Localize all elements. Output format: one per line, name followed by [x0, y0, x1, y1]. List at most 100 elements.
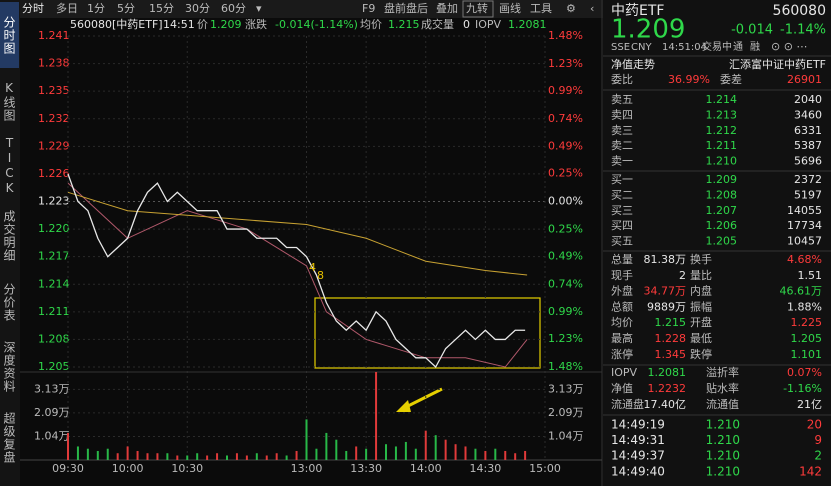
- stat-label: 最低: [690, 332, 712, 345]
- stat-value: 46.61万: [780, 285, 823, 298]
- stat-label: 总额: [611, 299, 633, 313]
- stat-value: 17.40亿: [644, 398, 687, 411]
- y-tick-label: 1.226: [38, 167, 70, 180]
- side-tab[interactable]: TICK: [2, 136, 17, 196]
- panel-tab[interactable]: 汇添富中证中药ETF: [729, 57, 826, 71]
- timeframe-tab[interactable]: 30分: [185, 2, 210, 15]
- volume-bar: [365, 448, 368, 460]
- ratio-value: 26901: [787, 73, 822, 86]
- volume-bar: [484, 450, 487, 460]
- side-tab[interactable]: 分价表: [2, 282, 16, 322]
- pin-icon[interactable]: ⊙ ⊙ ⋯: [771, 40, 807, 53]
- highlight-box: [314, 297, 541, 369]
- book-price: 1.211: [706, 139, 738, 152]
- book-volume: 6331: [794, 124, 822, 137]
- volume-bar: [245, 455, 248, 460]
- book-price: 1.214: [706, 93, 738, 106]
- x-tick-label: 15:00: [529, 462, 561, 475]
- stat-label: 外盘: [611, 284, 633, 298]
- trade-time: 14:49:40: [611, 464, 665, 478]
- stat-label: 溢折率: [706, 365, 739, 379]
- volume-bar: [136, 450, 139, 460]
- chart-info: 1.209: [210, 18, 242, 31]
- x-tick-label: 10:30: [171, 462, 203, 475]
- left-tab-bg: [0, 0, 20, 486]
- price-line: [67, 191, 528, 276]
- volume-bar: [524, 450, 527, 460]
- chart-info: 560080[中药ETF]: [70, 18, 163, 31]
- stat-value: 1.88%: [787, 300, 822, 313]
- settings-icon[interactable]: ⚙: [566, 2, 576, 15]
- stat-value: 1.205: [791, 332, 823, 345]
- chart-info: 均价: [360, 18, 382, 31]
- y2-tick-label: 1.23%: [548, 332, 583, 345]
- book-label: 买二: [611, 188, 633, 201]
- trade-price: 1.210: [706, 418, 740, 432]
- side-tab[interactable]: K线图: [2, 80, 16, 122]
- volume-bar: [275, 453, 278, 460]
- stat-value: 34.77万: [644, 285, 687, 298]
- y2-tick-label: 0.74%: [548, 277, 583, 290]
- timeframe-tab[interactable]: 1分: [87, 2, 105, 15]
- book-price: 1.205: [706, 235, 738, 248]
- timeframe-tab[interactable]: 60分: [221, 2, 246, 15]
- book-price: 1.213: [706, 108, 738, 121]
- volume-bar: [444, 439, 447, 460]
- y2-tick-label: 1.48%: [548, 360, 583, 373]
- volume-bar: [404, 441, 407, 460]
- stat-value: 4.68%: [787, 253, 822, 266]
- side-tab[interactable]: 成交明细: [2, 210, 16, 262]
- book-volume: 17734: [787, 219, 822, 232]
- side-tab[interactable]: 超级复盘: [2, 412, 16, 464]
- timeframe-tab[interactable]: 15分: [149, 2, 174, 15]
- stat-label: 最高: [611, 331, 633, 345]
- book-volume: 2040: [794, 93, 822, 106]
- book-volume: 2372: [794, 173, 822, 186]
- book-price: 1.210: [706, 155, 738, 168]
- chart-info: -0.014(-1.14%): [275, 18, 358, 31]
- trade-volume: 9: [814, 433, 822, 447]
- trade-volume: 2: [814, 449, 822, 463]
- volume-bar: [96, 450, 99, 460]
- tool-button[interactable]: 工具: [530, 2, 552, 15]
- y-tick-label: 1.217: [38, 250, 70, 263]
- panel-tab[interactable]: 净值走势: [611, 57, 655, 71]
- stat-label: 换手: [690, 252, 712, 266]
- tool-button[interactable]: F9: [362, 2, 375, 15]
- price-change: -0.014: [731, 23, 773, 38]
- y2-tick-label: 0.00%: [548, 195, 583, 208]
- volume-bar: [126, 446, 129, 460]
- y-tick-label: 1.211: [38, 305, 70, 318]
- collapse-icon[interactable]: ‹: [590, 2, 594, 15]
- book-label: 卖一: [611, 155, 633, 168]
- tool-button[interactable]: 叠加: [436, 2, 458, 15]
- tool-button[interactable]: 盘前盘后: [384, 1, 428, 15]
- trade-price: 1.210: [706, 433, 740, 447]
- stat-label: IOPV: [611, 366, 638, 379]
- tool-button[interactable]: 画线: [499, 1, 521, 15]
- timeframe-tab[interactable]: 5分: [117, 2, 135, 15]
- y-tick-label: 1.229: [38, 139, 70, 152]
- volume-bar: [176, 455, 179, 460]
- chart-info: 0: [463, 18, 470, 31]
- stat-label: 总量: [611, 252, 633, 266]
- book-volume: 14055: [787, 204, 822, 217]
- y-tick-label: 1.232: [38, 112, 70, 125]
- tool-button[interactable]: 九转: [466, 1, 488, 15]
- stat-value: 2: [679, 269, 686, 282]
- side-tab[interactable]: 分时图: [0, 2, 19, 68]
- stat-label: 内盘: [690, 284, 712, 298]
- y2-tick-label: 0.99%: [548, 305, 583, 318]
- security-code: 560080: [773, 3, 826, 19]
- timeframe-tab[interactable]: 分时: [22, 2, 44, 15]
- timeframe-tab[interactable]: 多日: [56, 1, 78, 15]
- volume-bar: [335, 439, 338, 460]
- y-tick-label: 1.205: [38, 360, 70, 373]
- trade-time: 14:49:37: [611, 449, 665, 463]
- volume-tick-label: 2.09万: [34, 406, 70, 419]
- dropdown-icon[interactable]: ▾: [256, 2, 262, 15]
- volume-bar: [235, 453, 238, 460]
- side-tab[interactable]: 深度资料: [2, 341, 16, 393]
